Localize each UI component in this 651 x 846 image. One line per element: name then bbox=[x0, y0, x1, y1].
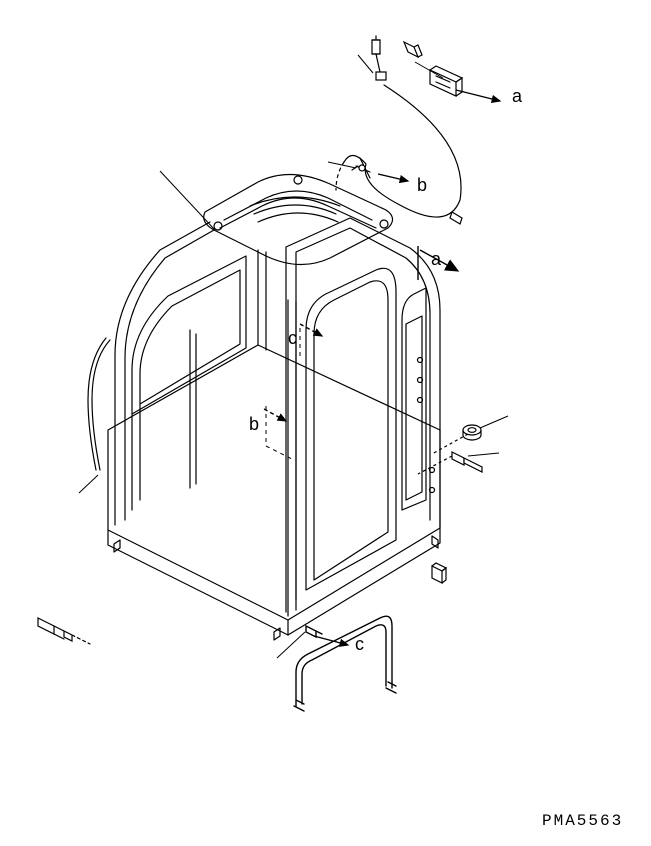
label-b-2: b bbox=[249, 414, 259, 435]
lower-u-tube bbox=[294, 616, 396, 711]
bolt-icon bbox=[38, 618, 90, 644]
drawing-number: PMA5563 bbox=[542, 812, 623, 830]
label-c-2: c bbox=[355, 634, 364, 655]
small-elbow-fitting bbox=[404, 42, 422, 57]
label-c-1: c bbox=[288, 328, 297, 349]
nut-icon bbox=[463, 425, 481, 440]
parts-diagram-canvas bbox=[0, 0, 651, 846]
plug-icon bbox=[432, 563, 446, 583]
cab-frame bbox=[108, 174, 440, 640]
nozzle-fitting bbox=[372, 36, 386, 80]
left-rod-assembly bbox=[38, 338, 110, 644]
label-a-2: a bbox=[431, 249, 441, 270]
hose-connector-block bbox=[430, 66, 462, 96]
hose-clip bbox=[450, 212, 462, 224]
label-b-1: b bbox=[417, 175, 427, 196]
tube-connector-icon bbox=[306, 626, 322, 637]
label-a-1: a bbox=[512, 86, 522, 107]
